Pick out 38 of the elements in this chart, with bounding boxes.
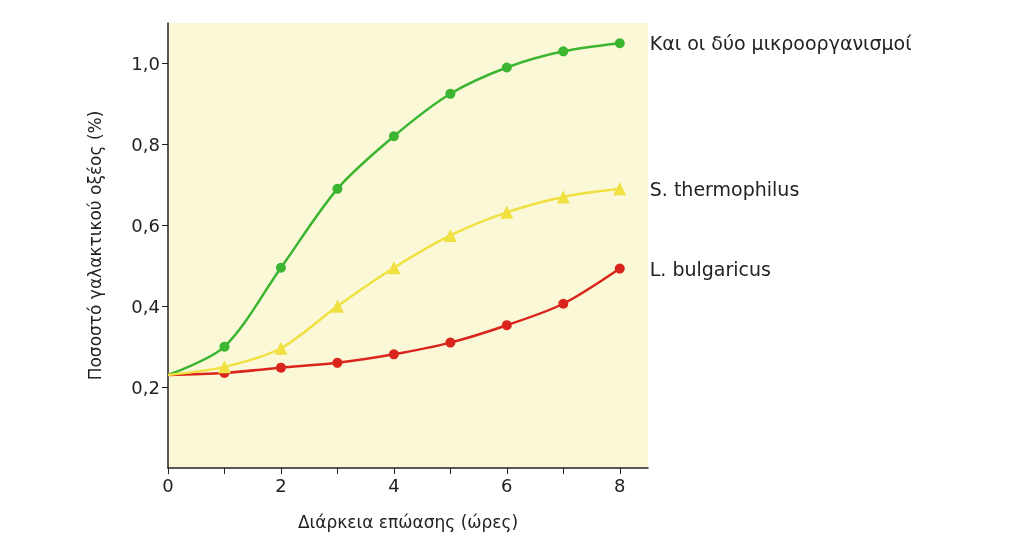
point (388, 131, 399, 142)
point (332, 357, 343, 368)
point (501, 62, 512, 73)
point (614, 38, 625, 49)
point (501, 320, 512, 331)
point (558, 298, 569, 309)
point (443, 228, 457, 242)
point (558, 46, 569, 57)
series-label: Και οι δύο μικροοργανισμοί (649, 32, 913, 55)
y-tick-label: 0,8 (131, 133, 160, 155)
point (217, 360, 231, 374)
x-tick-label: 6 (501, 474, 513, 496)
point (556, 190, 570, 204)
point (445, 88, 456, 99)
point (387, 261, 401, 275)
point (332, 183, 343, 194)
point (614, 263, 625, 274)
point (613, 182, 627, 196)
series-label: L. bulgaricus (649, 257, 771, 280)
y-tick-label: 0,6 (131, 214, 160, 236)
series-label: S. thermophilus (649, 177, 800, 200)
x-tick-label: 4 (388, 474, 400, 496)
y-axis-title: Ποσοστό γαλακτικού οξέος (%) (84, 110, 105, 381)
x-axis-title: Διάρκεια επώασης (ώρες) (297, 511, 519, 532)
x-tick-label: 2 (275, 474, 287, 496)
point (388, 349, 399, 360)
y-tick-label: 0,2 (131, 376, 160, 398)
point (274, 341, 288, 355)
x-tick-label: 0 (162, 474, 174, 496)
point (500, 205, 514, 219)
x-tick-label: 8 (614, 474, 626, 496)
point (330, 299, 344, 313)
point (275, 362, 286, 373)
y-tick-label: 0,4 (131, 295, 160, 317)
y-tick-label: 1,0 (131, 52, 160, 74)
point (219, 341, 230, 352)
point (445, 337, 456, 348)
point (275, 262, 286, 273)
